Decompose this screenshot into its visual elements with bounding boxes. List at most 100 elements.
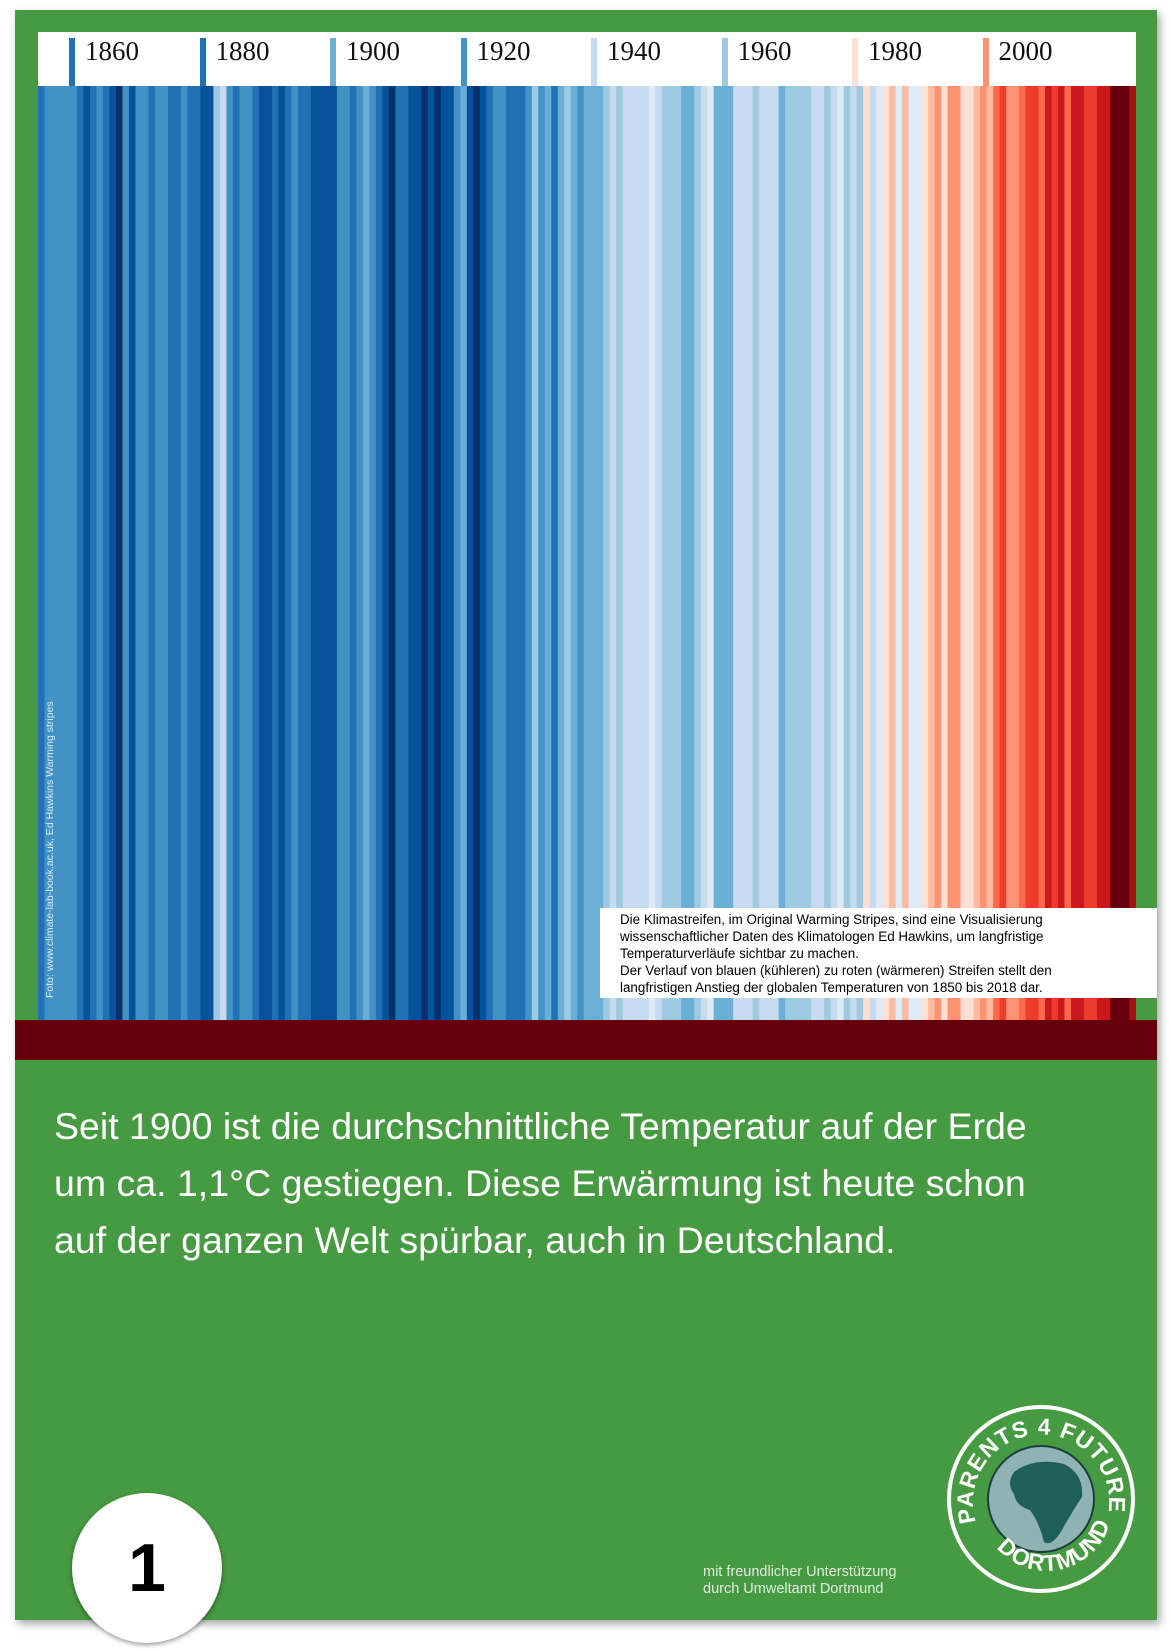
stripe-1957 <box>733 86 741 1020</box>
stripe-1948 <box>674 86 682 1020</box>
stripe-1858 <box>89 86 98 1020</box>
stripe-1864 <box>128 86 137 1020</box>
stripe-1902 <box>375 86 383 1020</box>
info-line: wissenschaftlicher Daten des Klimatologe… <box>620 929 1044 944</box>
stripe-1919 <box>486 86 494 1020</box>
stripe-1910 <box>427 86 435 1020</box>
stripe-1890 <box>297 86 305 1020</box>
stripe-1906 <box>401 86 409 1020</box>
dark-red-band <box>15 1020 1157 1060</box>
stripe-1869 <box>161 86 169 1020</box>
stripe-1915 <box>460 86 468 1020</box>
tick-label: 1920 <box>476 36 531 66</box>
tick-mark <box>69 38 75 86</box>
stripe-1876 <box>206 86 215 1020</box>
stripe-1971 <box>824 86 832 1020</box>
stripe-1893 <box>317 86 325 1020</box>
stripe-1935 <box>590 86 598 1020</box>
stripe-1956 <box>726 86 734 1020</box>
stripe-1962 <box>765 86 773 1020</box>
stripe-1909 <box>421 86 429 1020</box>
stripe-2014 <box>1103 86 1111 1020</box>
year-axis: 1860 1880 1900 1920 1940 1960 1980 2000 <box>38 32 1136 86</box>
stripe-1964 <box>778 86 786 1020</box>
stripe-2000 <box>1012 86 1020 1020</box>
stripe-1854 <box>63 86 72 1020</box>
tick-label: 1900 <box>346 36 400 66</box>
info-line: Der Verlauf von blauen (kühleren) zu rot… <box>620 963 1052 978</box>
globe-icon <box>987 1445 1095 1553</box>
stripe-1882 <box>245 86 254 1020</box>
tick-mark <box>460 38 467 86</box>
stripe-2005 <box>1045 86 1053 1020</box>
stripe-1918 <box>479 86 487 1020</box>
stripe-2006 <box>1051 86 1059 1020</box>
stripe-1960 <box>752 86 760 1020</box>
main-text-line: auf der ganzen Welt spürbar, auch in Deu… <box>54 1219 896 1261</box>
stripe-1889 <box>291 86 299 1020</box>
stripe-1894 <box>323 86 331 1020</box>
stripe-1874 <box>193 86 202 1020</box>
stripe-1912 <box>440 86 448 1020</box>
stripe-1926 <box>531 86 539 1020</box>
stripe-1856 <box>76 86 85 1020</box>
stripe-2013 <box>1097 86 1105 1020</box>
stripe-1899 <box>356 86 364 1020</box>
stripe-1867 <box>148 86 156 1020</box>
tick-label: 2000 <box>998 36 1053 66</box>
info-box: Die Klimastreifen, im Original Warming S… <box>600 908 1157 998</box>
stripe-1944 <box>648 86 656 1020</box>
tick-label: 1980 <box>868 36 922 66</box>
stripe-1949 <box>681 86 689 1020</box>
stripe-1851 <box>44 86 52 1020</box>
stripe-1942 <box>635 86 643 1020</box>
stripe-1904 <box>388 86 396 1020</box>
support-text: mit freundlicher Unterstützung durch Umw… <box>703 1564 896 1598</box>
stripe-1875 <box>200 86 208 1020</box>
stripe-1965 <box>785 86 793 1020</box>
stripe-1978 <box>869 86 877 1020</box>
stripe-1850 <box>38 86 46 1020</box>
stripe-1907 <box>408 86 416 1020</box>
stripe-1895 <box>330 86 338 1020</box>
stripe-2017 <box>1123 86 1131 1020</box>
stripe-1883 <box>252 86 260 1020</box>
stripe-1868 <box>154 86 163 1020</box>
stripe-1916 <box>466 86 474 1020</box>
stripe-1857 <box>83 86 91 1020</box>
stripe-1953 <box>707 86 715 1020</box>
stripe-1900 <box>362 86 370 1020</box>
stripe-1886 <box>271 86 279 1020</box>
stripe-1977 <box>863 86 871 1020</box>
stripe-1852 <box>50 86 59 1020</box>
stripe-2008 <box>1064 86 1072 1020</box>
tick-mark <box>721 38 728 86</box>
stripe-1993 <box>967 86 975 1020</box>
support-line: durch Umweltamt Dortmund <box>703 1581 884 1597</box>
stripe-1922 <box>505 86 513 1020</box>
stripe-1972 <box>830 86 838 1020</box>
tick-mark <box>591 38 597 86</box>
info-line: Temperaturverläufe sichtbar zu machen. <box>620 946 859 961</box>
tick-label: 1880 <box>215 36 270 66</box>
tick-mark <box>199 38 206 86</box>
stripe-2018 <box>1129 86 1136 1020</box>
info-line: langfristigen Anstieg der globalen Tempe… <box>620 980 1043 995</box>
stripe-1934 <box>583 86 591 1020</box>
stripe-1946 <box>661 86 669 1020</box>
stripe-1936 <box>596 86 604 1020</box>
stripe-1871 <box>174 86 182 1020</box>
stripe-1968 <box>804 86 812 1020</box>
main-text-line: um ca. 1,1°C gestiegen. Diese Erwärmung … <box>54 1162 1026 1204</box>
stripe-1888 <box>284 86 292 1020</box>
stripe-1990 <box>947 86 955 1020</box>
stripe-2012 <box>1090 86 1098 1020</box>
stripe-1950 <box>687 86 695 1020</box>
stripe-1970 <box>817 86 825 1020</box>
tick-label: 1860 <box>85 36 139 66</box>
stripe-1963 <box>772 86 780 1020</box>
stripe-1928 <box>544 86 552 1020</box>
stripe-1969 <box>811 86 819 1020</box>
stripe-1891 <box>304 86 312 1020</box>
stripe-1917 <box>473 86 481 1020</box>
